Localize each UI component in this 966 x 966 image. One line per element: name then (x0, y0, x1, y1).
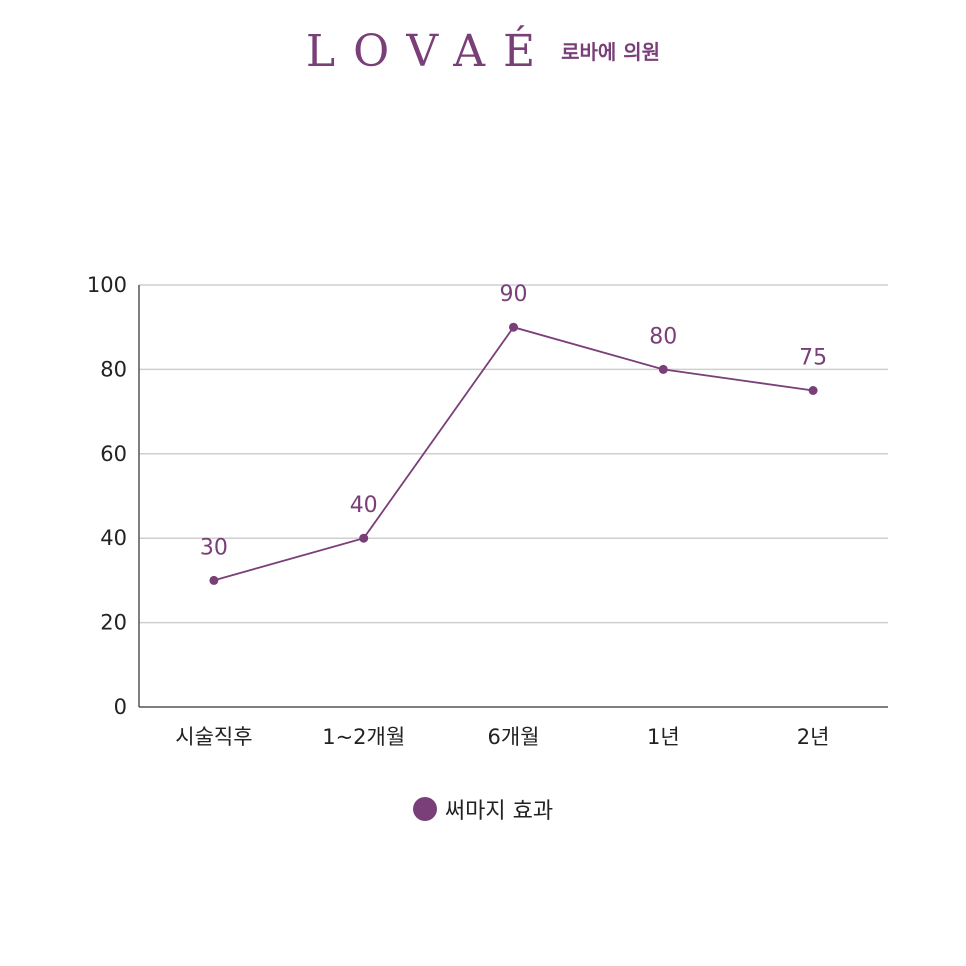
x-tick-label: 2년 (797, 725, 830, 749)
data-point (209, 575, 219, 585)
x-tick-label: 1~2개월 (322, 725, 405, 749)
y-tick-label: 100 (87, 273, 127, 297)
x-tick-label: 6개월 (487, 725, 539, 749)
legend-label: 써마지 효과 (444, 799, 554, 824)
data-label: 90 (500, 282, 528, 307)
data-point (509, 322, 518, 332)
axes (138, 285, 888, 708)
legend: 써마지 효과 (0, 793, 966, 825)
data-label: 40 (350, 493, 378, 518)
data-point (359, 533, 369, 543)
data-labels: 30 40 90 80 75 (200, 282, 827, 560)
x-tick-label: 시술직후 (175, 725, 252, 749)
y-tick-label: 60 (100, 442, 127, 466)
data-point (658, 364, 668, 374)
gridlines (139, 284, 888, 624)
y-tick-label: 40 (100, 526, 127, 550)
brand-subtitle: 로바에 의원 (561, 40, 661, 64)
legend-swatch (412, 797, 437, 821)
y-tick-labels: 0 20 40 60 80 100 (87, 273, 127, 719)
data-label: 80 (649, 324, 677, 349)
y-tick-label: 80 (100, 357, 127, 381)
brand-logo: LOVAÉ (305, 26, 554, 77)
y-tick-label: 0 (114, 695, 127, 719)
data-point (808, 386, 818, 395)
y-tick-label: 20 (100, 611, 127, 635)
series (209, 322, 818, 585)
x-tick-label: 1년 (647, 725, 680, 749)
data-label: 30 (200, 535, 228, 560)
brand-header: LOVAÉ 로바에 의원 (0, 30, 966, 74)
x-tick-labels: 시술직후 1~2개월 6개월 1년 2년 (175, 725, 829, 749)
data-label: 75 (799, 346, 827, 371)
